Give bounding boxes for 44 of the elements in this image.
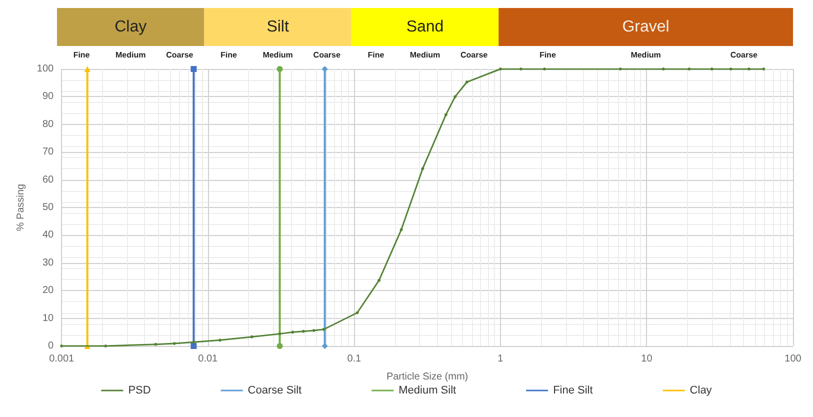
y-tick-label: 30 (42, 257, 54, 268)
series-label: Sand (406, 18, 444, 36)
y-tick-label: 0 (48, 340, 54, 352)
text: Coarse (460, 50, 488, 60)
legend-label: Fine Silt (553, 384, 593, 396)
y-tick-label: 80 (42, 118, 54, 130)
text: Coarse (313, 50, 341, 60)
series-label: Silt (266, 18, 290, 36)
bar (204, 8, 352, 46)
x-tick-label: 0.001 (49, 354, 75, 364)
text: Fine (539, 50, 556, 60)
legend-label: Coarse Silt (248, 384, 302, 396)
text: Coarse (166, 50, 194, 60)
series-label: Gravel (622, 18, 670, 36)
x-tick-label: 10 (641, 354, 653, 364)
series-label: Clay (114, 18, 147, 36)
legend-label: PSD (128, 384, 151, 396)
y-axis-title: % Passing (16, 184, 26, 232)
x-tick-label: 1 (498, 354, 504, 364)
bar (351, 8, 499, 46)
text: Fine (73, 50, 90, 60)
y-tick-label: 20 (42, 285, 54, 296)
y-tick-label: 40 (42, 230, 54, 241)
legend-label: Clay (690, 384, 712, 396)
x-tick-label: 0.01 (198, 354, 218, 364)
x-tick-label: 100 (784, 354, 802, 364)
text: Medium (630, 50, 661, 60)
y-tick-label: 100 (36, 64, 54, 74)
bar (57, 8, 204, 46)
y-tick-label: 60 (42, 174, 54, 186)
legend-label: Medium Silt (398, 384, 456, 396)
y-tick-label: 10 (42, 312, 54, 324)
text: Coarse (730, 50, 758, 60)
bar (498, 8, 793, 46)
y-tick-label: 90 (42, 91, 54, 102)
y-tick-label: 70 (42, 146, 54, 158)
text: Fine (368, 50, 385, 60)
y-tick-label: 50 (42, 202, 54, 213)
text: Fine (220, 50, 238, 60)
text: Medium (410, 50, 440, 60)
text: Medium (262, 50, 293, 60)
x-tick-label: 0.1 (347, 354, 362, 364)
x-axis-title: Particle Size (mm) (386, 372, 468, 382)
text: Medium (115, 50, 146, 60)
